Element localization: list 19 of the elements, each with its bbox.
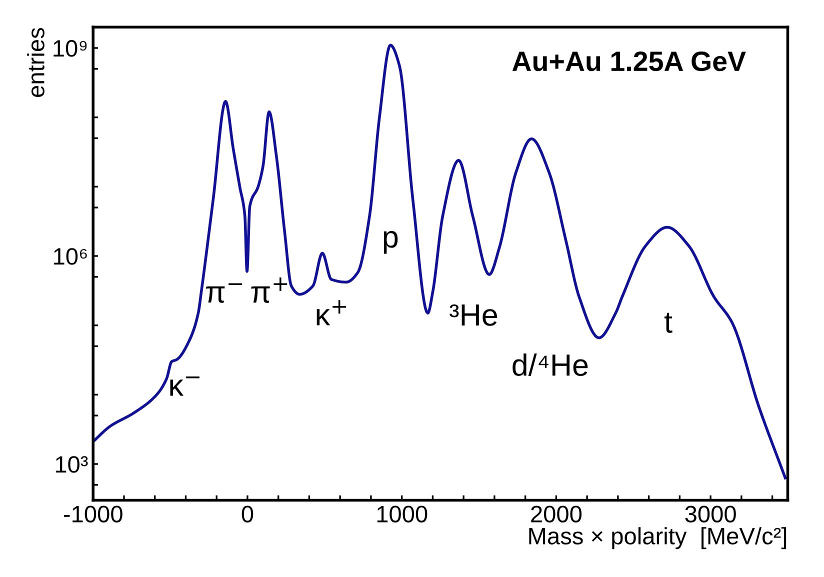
annotation: π$^{+}$ (251, 277, 288, 303)
x-tick-label: 1000 (377, 506, 428, 522)
annotation: ³He (450, 304, 498, 326)
x-tick-label: 2000 (531, 506, 582, 522)
x-axis-title: Mass × polarity [MeV/c²] (529, 527, 786, 550)
x-tick-label: -1000 (64, 506, 122, 522)
annotation: d/⁴He (512, 354, 588, 376)
annotation: t (664, 312, 672, 333)
annotation: κ$^{+}$ (316, 300, 346, 326)
y-tick-label: 10³ (56, 456, 88, 473)
text: Au+Au 1.25A GeV (512, 52, 746, 72)
x-tick-label: 3000 (685, 506, 736, 522)
annotation: κ$^{−}$ (170, 376, 200, 396)
y-axis-title: entries (27, 28, 44, 97)
annotation: p (384, 231, 398, 254)
annotation: π$^{−}$ (206, 283, 242, 303)
y-tick-label: 10⁶ (54, 248, 87, 265)
y-tick-label: 10⁹ (54, 40, 87, 57)
x-tick-label: 0 (242, 506, 254, 522)
